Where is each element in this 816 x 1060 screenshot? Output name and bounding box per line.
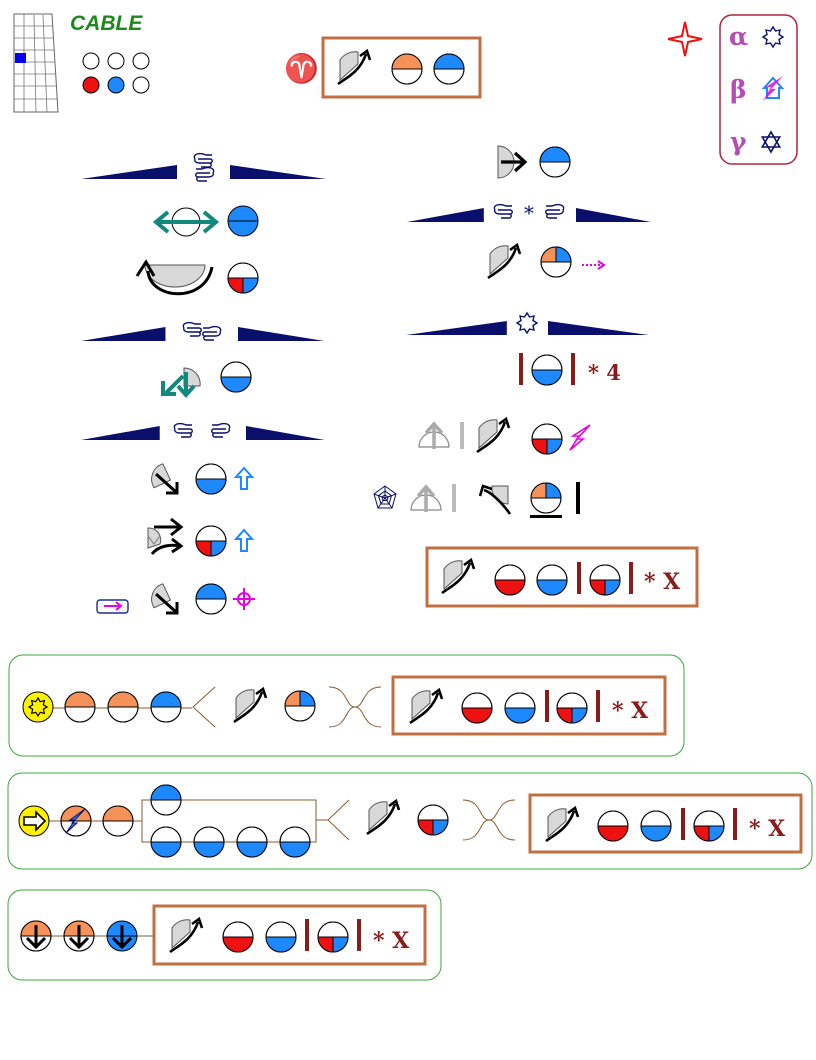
- row-right-dome-2: [373, 482, 580, 518]
- aries-symbol: ♈: [284, 52, 319, 85]
- crosshair-icon: [233, 588, 255, 610]
- group-panel-1: * X: [8, 654, 685, 757]
- sun-outline-icon: [762, 26, 784, 48]
- svg-text:*: *: [524, 201, 534, 225]
- count-four-label: * 4: [588, 360, 621, 385]
- row-leaf-1: [144, 462, 253, 495]
- row-right-count4: * 4: [519, 353, 621, 386]
- row-leaf-2: [96, 582, 255, 615]
- row-teal-arrow: [154, 205, 259, 237]
- right-banner-1: *: [407, 201, 651, 225]
- row-right-cable-1: [486, 243, 606, 280]
- right-banner-2: [406, 312, 649, 335]
- spider-web-icon: [373, 485, 397, 509]
- row-bowl: [135, 259, 259, 296]
- repeat-x-label-4: * X: [373, 928, 410, 954]
- legend-gamma: γ: [730, 127, 747, 156]
- repeat-x-label-1: * X: [644, 569, 681, 595]
- color-key-circles: [82, 52, 150, 94]
- legend-box: α β γ: [719, 14, 798, 165]
- group-panel-3: * X: [7, 889, 442, 981]
- left-banner-1: [81, 152, 326, 182]
- row-cross-arrows: [147, 517, 253, 557]
- left-banner-2: [81, 321, 325, 341]
- repeat-x-label-2: * X: [612, 698, 649, 724]
- legend-beta: β: [730, 75, 747, 104]
- yellow-sun-icon: [22, 691, 54, 723]
- grid-chart-icon: [13, 13, 59, 113]
- right-repeat-box: * X: [425, 546, 699, 608]
- group-panel-2: * X: [7, 772, 813, 870]
- row-right-top: [497, 145, 571, 179]
- cable-title: CABLE: [70, 12, 143, 35]
- red-star-icon: [667, 21, 703, 57]
- repeat-x-label-3: * X: [749, 816, 786, 842]
- legend-alpha: α: [729, 22, 748, 51]
- left-banner-3: [81, 422, 325, 440]
- header-sequence-box: [321, 36, 482, 99]
- house-lightning-icon: [761, 76, 785, 101]
- row-teal-down: [161, 361, 252, 399]
- row-right-dome-1: [417, 417, 591, 455]
- yellow-arrow-icon: [18, 805, 50, 837]
